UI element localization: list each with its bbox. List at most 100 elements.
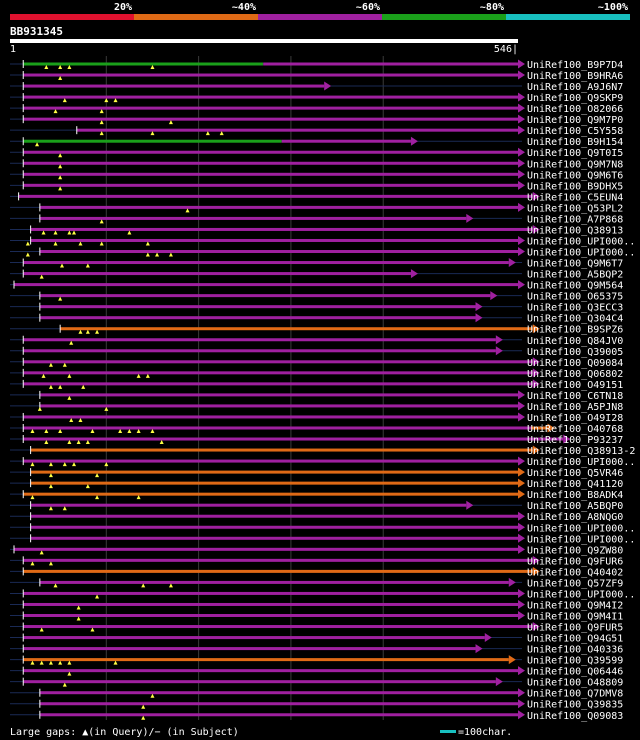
hit-label[interactable]: UniRef100_Q9M4I2 — [527, 600, 623, 611]
hit-label[interactable]: UniRef100_B8ADK4 — [527, 490, 623, 501]
hit-bar[interactable] — [23, 558, 533, 562]
hit-label[interactable]: UniRef100_Q06802 — [527, 369, 623, 380]
hit-bar[interactable] — [39, 205, 518, 209]
hit-bar[interactable] — [30, 514, 518, 518]
hit-label[interactable]: UniRef100_Q5VR46 — [527, 468, 623, 479]
hit-label[interactable]: UniRef100_Q9M7N8 — [527, 159, 623, 170]
hit-label[interactable]: UniRef100_UPI000.. — [527, 523, 635, 534]
hit-label[interactable]: UniRef100_Q9FUR6 — [527, 556, 623, 567]
hit-bar[interactable] — [30, 448, 533, 452]
hit-bar[interactable] — [39, 316, 476, 320]
hit-bar[interactable] — [23, 172, 518, 176]
hit-bar[interactable] — [23, 591, 518, 595]
hit-label[interactable]: UniRef100_Q9M6T7 — [527, 259, 623, 270]
hit-bar[interactable] — [30, 470, 518, 474]
hit-label[interactable]: UniRef100_Q09083 — [527, 711, 623, 722]
hit-label[interactable]: UniRef100_Q3ECC3 — [527, 303, 623, 314]
hit-bar[interactable] — [23, 183, 518, 187]
hit-label[interactable]: UniRef100_Q304C4 — [527, 314, 623, 325]
hit-bar[interactable] — [23, 371, 533, 375]
hit-bar[interactable] — [23, 161, 518, 165]
hit-label[interactable]: UniRef100_B9DHX5 — [527, 181, 623, 192]
hit-bar[interactable] — [530, 426, 548, 430]
hit-label[interactable]: UniRef100_B9HRA6 — [527, 71, 623, 82]
hit-bar[interactable] — [23, 349, 496, 353]
hit-label[interactable]: UniRef100_C5Y558 — [527, 126, 623, 137]
hit-bar[interactable] — [23, 625, 533, 629]
hit-bar[interactable] — [23, 492, 518, 496]
hit-bar[interactable] — [39, 404, 518, 408]
hit-bar[interactable] — [23, 95, 518, 99]
hit-label[interactable]: UniRef100_Q9M7P0 — [527, 115, 623, 126]
hit-label[interactable]: UniRef100_A9J6N7 — [527, 82, 623, 93]
hit-bar[interactable] — [23, 426, 531, 430]
hit-bar[interactable] — [18, 194, 533, 198]
hit-label[interactable]: UniRef100_O40336 — [527, 645, 623, 656]
hit-bar[interactable] — [23, 139, 282, 143]
hit-label[interactable]: UniRef100_A8NQG0 — [527, 512, 623, 523]
hit-bar[interactable] — [23, 106, 518, 110]
hit-label[interactable]: UniRef100_Q09084 — [527, 358, 623, 369]
hit-label[interactable]: UniRef100_A7P868 — [527, 214, 623, 225]
hit-label[interactable]: UniRef100_B9H154 — [527, 137, 623, 148]
hit-bar[interactable] — [23, 669, 518, 673]
hit-label[interactable]: UniRef100_Q41120 — [527, 479, 623, 490]
hit-bar[interactable] — [23, 647, 476, 651]
hit-label[interactable]: UniRef100_Q40402 — [527, 567, 623, 578]
hit-label[interactable]: UniRef100_UPI000.. — [527, 236, 635, 247]
hit-label[interactable]: UniRef100_P93237 — [527, 435, 623, 446]
hit-bar[interactable] — [23, 658, 509, 662]
hit-label[interactable]: UniRef100_Q38913-2 — [527, 446, 635, 457]
hit-label[interactable]: UniRef100_Q9M4I1 — [527, 612, 623, 623]
hit-bar[interactable] — [30, 503, 467, 507]
hit-bar[interactable] — [39, 702, 518, 706]
hit-bar[interactable] — [39, 393, 518, 397]
hit-bar[interactable] — [23, 272, 411, 276]
hit-label[interactable]: UniRef100_C6TN18 — [527, 391, 623, 402]
hit-bar[interactable] — [39, 691, 518, 695]
hit-bar[interactable] — [23, 382, 533, 386]
hit-bar[interactable] — [23, 150, 518, 154]
hit-label[interactable]: UniRef100_Q9SKP9 — [527, 93, 623, 104]
hit-bar[interactable] — [23, 437, 564, 441]
hit-bar[interactable] — [263, 62, 518, 66]
hit-label[interactable]: UniRef100_UPI000.. — [527, 457, 635, 468]
hit-label[interactable]: UniRef100_O49151 — [527, 380, 623, 391]
hit-bar[interactable] — [23, 602, 518, 606]
hit-label[interactable]: UniRef100_Q53PL2 — [527, 203, 623, 214]
hit-label[interactable]: UniRef100_UPI000.. — [527, 248, 635, 259]
hit-bar[interactable] — [23, 680, 496, 684]
hit-bar[interactable] — [30, 227, 533, 231]
hit-bar[interactable] — [23, 73, 518, 77]
hit-bar[interactable] — [23, 360, 533, 364]
hit-label[interactable]: UniRef100_B9SPZ6 — [527, 325, 623, 336]
hit-label[interactable]: UniRef100_O65375 — [527, 292, 623, 303]
hit-label[interactable]: UniRef100_A5BQP0 — [527, 501, 623, 512]
hit-bar[interactable] — [30, 536, 518, 540]
hit-label[interactable]: UniRef100_Q39835 — [527, 700, 623, 711]
hit-bar[interactable] — [39, 305, 476, 309]
hit-bar[interactable] — [23, 459, 518, 463]
hit-label[interactable]: UniRef100_Q9FUR5 — [527, 623, 623, 634]
hit-bar[interactable] — [30, 238, 518, 242]
hit-label[interactable]: UniRef100_A5PJN8 — [527, 402, 623, 413]
hit-label[interactable]: UniRef100_Q06446 — [527, 667, 623, 678]
hit-bar[interactable] — [14, 547, 518, 551]
hit-label[interactable]: UniRef100_Q9T0I5 — [527, 148, 623, 159]
hit-bar[interactable] — [23, 614, 518, 617]
hit-bar[interactable] — [23, 261, 509, 265]
hit-label[interactable]: UniRef100_Q57ZF9 — [527, 578, 623, 589]
hit-bar[interactable] — [39, 713, 518, 717]
hit-label[interactable]: UniRef100_O40768 — [527, 424, 623, 435]
hit-bar[interactable] — [23, 338, 496, 342]
hit-label[interactable]: UniRef100_A5BQP2 — [527, 270, 623, 281]
hit-bar[interactable] — [76, 128, 519, 132]
hit-label[interactable]: UniRef100_Q9M6T6 — [527, 170, 623, 181]
hit-label[interactable]: UniRef100_O49I28 — [527, 413, 623, 424]
hit-label[interactable]: UniRef100_Q39005 — [527, 347, 623, 358]
hit-bar[interactable] — [39, 216, 467, 220]
hit-label[interactable]: UniRef100_O82066 — [527, 104, 623, 115]
hit-bar[interactable] — [23, 117, 518, 121]
hit-bar[interactable] — [39, 250, 518, 254]
hit-label[interactable]: UniRef100_Q9ZW80 — [527, 545, 623, 556]
